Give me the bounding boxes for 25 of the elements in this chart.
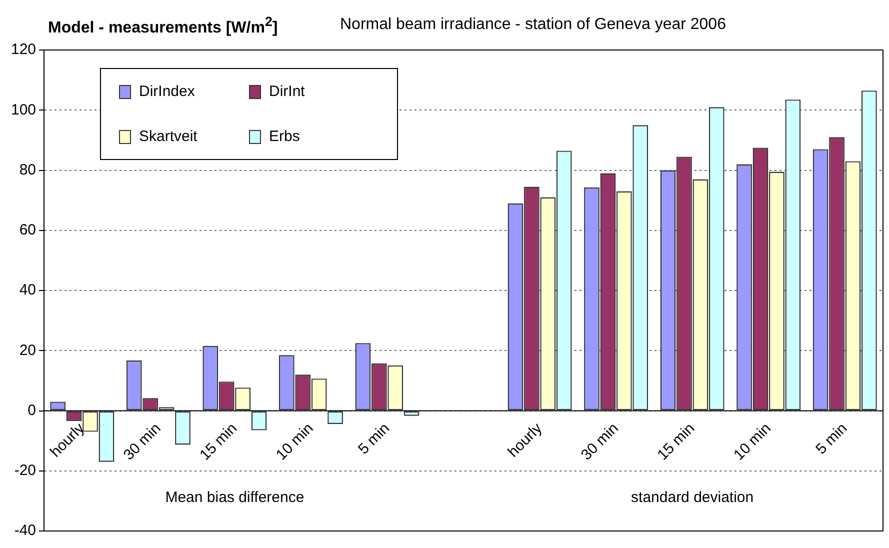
- x-tick-label: 15 min: [196, 420, 240, 464]
- y-tick-label: 120: [10, 41, 36, 58]
- x-tick-label: 15 min: [654, 420, 698, 464]
- y-tick-label: 40: [19, 282, 36, 299]
- x-tick-label: 5 min: [355, 420, 393, 458]
- y-tick-label: 80: [19, 161, 36, 178]
- y-axis-title: Model - measurements [W/m$^{2}$]: [48, 14, 278, 38]
- y-tick-label: -20: [14, 462, 36, 480]
- y-tick-label: 100: [10, 101, 36, 118]
- annotation: standard deviation: [631, 489, 754, 506]
- y-tick-label: 20: [19, 342, 36, 359]
- x-tick-label: 10 min: [272, 420, 317, 464]
- chart-title: Normal beam irradiance - station of Geneva year 2006: [340, 16, 726, 34]
- legend-label: Skartveit: [139, 128, 198, 145]
- x-tick-label: 30 min: [578, 420, 622, 464]
- x-tick-label: 5 min: [812, 420, 851, 458]
- legend-label: DirInt: [269, 83, 305, 100]
- x-tick-label: 30 min: [120, 420, 164, 464]
- y-tick-label: 0: [28, 402, 36, 419]
- y-tick-label: -40: [14, 522, 36, 540]
- legend-label: DirIndex: [139, 83, 195, 100]
- legend-label: Erbs: [269, 128, 300, 145]
- y-tick-label: 60: [19, 222, 36, 239]
- x-tick-label: 10 min: [730, 420, 774, 464]
- annotation: Mean bias difference: [165, 489, 304, 506]
